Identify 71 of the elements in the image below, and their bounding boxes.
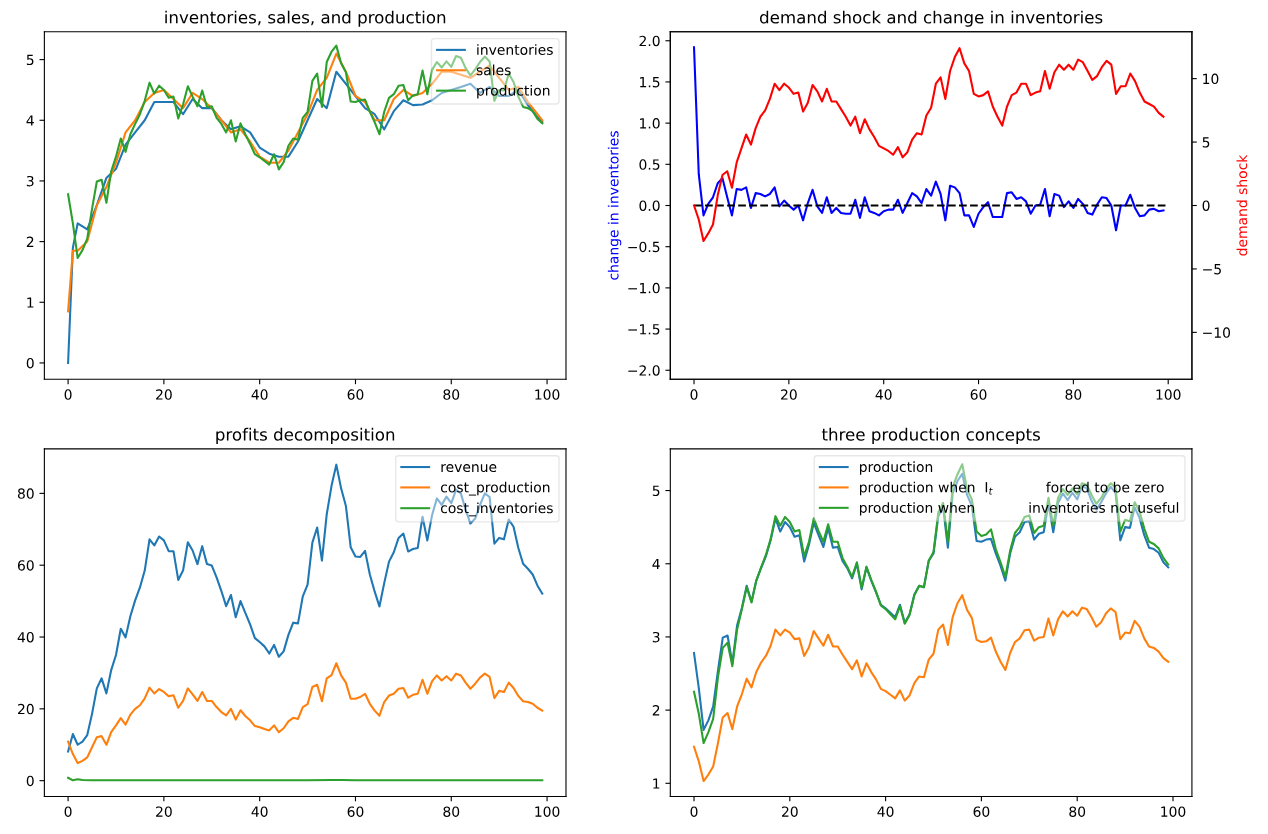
- y2-tick-label: 0: [1202, 200, 1210, 211]
- x-tick-label: 100: [535, 389, 560, 400]
- legend-label: sales: [476, 64, 511, 76]
- chart-title: profits decomposition: [216, 427, 395, 444]
- legend-label: revenue: [441, 464, 497, 473]
- x-tick-label: 60: [347, 389, 364, 400]
- y-tick-label: −1.0: [628, 282, 660, 294]
- y-tick-label: 40: [17, 631, 34, 643]
- y-tick-label: 2.0: [639, 35, 660, 47]
- x-tick-label: 80: [443, 389, 460, 400]
- x-tick-label: 40: [875, 389, 892, 400]
- y-axis-title: change in inventories: [607, 131, 622, 280]
- y-tick-label: −2.0: [628, 365, 660, 376]
- x-tick-label: 60: [973, 806, 990, 817]
- y-tick-label: 5: [652, 485, 660, 497]
- y2-tick-label: 10: [1203, 73, 1219, 85]
- legend-label: production: [859, 461, 933, 475]
- chart-title: three production concepts: [821, 427, 1040, 444]
- legend-label: cost_inventories: [440, 502, 553, 517]
- x-tick-label: 20: [781, 389, 797, 400]
- chart-title: inventories, sales, and production: [165, 10, 446, 27]
- x-tick-label: 100: [535, 806, 560, 817]
- x-tick-label: 0: [64, 806, 72, 817]
- legend-label: cost_production: [440, 481, 550, 496]
- y-tick-label: 2: [26, 236, 34, 247]
- y-tick-label: 80: [17, 488, 34, 499]
- y-tick-label: 5: [26, 54, 34, 66]
- y2-tick-label: −10: [1203, 327, 1231, 338]
- x-tick-label: 20: [156, 389, 172, 400]
- x-tick-label: 20: [156, 806, 172, 817]
- x-tick-label: 60: [970, 389, 987, 400]
- y-tick-label: −0.5: [628, 241, 660, 253]
- y-tick-label: 60: [17, 560, 34, 571]
- y-tick-label: 0: [26, 357, 34, 369]
- x-tick-label: 60: [347, 806, 364, 817]
- x-tick-label: 20: [782, 806, 798, 817]
- x-tick-label: 40: [877, 806, 894, 817]
- y-tick-label: −1.5: [628, 324, 660, 335]
- x-tick-label: 0: [690, 806, 698, 817]
- y-tick-label: 3: [26, 175, 34, 187]
- line-series: [67, 662, 544, 765]
- y-tick-label: 4: [652, 558, 660, 570]
- x-tick-label: 40: [251, 389, 268, 400]
- x-tick-label: 100: [1161, 806, 1186, 817]
- x-tick-label: 40: [251, 806, 268, 817]
- y-tick-label: 0: [26, 775, 34, 787]
- y2-axis-title: demand shock: [1236, 154, 1248, 256]
- legend-label: inventories: [477, 44, 553, 55]
- x-tick-label: 80: [1065, 389, 1082, 400]
- x-tick-label: 100: [1156, 389, 1181, 400]
- legend-label: production when inventories not useful: [859, 502, 1179, 516]
- y2-tick-label: 5: [1202, 137, 1210, 148]
- y-tick-label: 2: [652, 705, 660, 716]
- y2-tick-label: −5: [1203, 264, 1221, 275]
- legend-label: production: [477, 84, 550, 99]
- y-tick-label: 4: [26, 115, 34, 126]
- x-tick-label: 80: [1069, 806, 1086, 817]
- y-tick-label: 1.0: [640, 118, 660, 129]
- text: production when I$_{t}$ forced to be zero: [859, 481, 1164, 496]
- y-tick-label: 20: [18, 703, 34, 715]
- chart-title: demand shock and change in inventories: [759, 10, 1103, 27]
- y-tick-label: 1: [27, 297, 34, 308]
- line-series: [692, 594, 1170, 783]
- x-tick-label: 0: [690, 389, 698, 400]
- x-tick-label: 80: [443, 806, 460, 817]
- y-tick-label: 1: [653, 778, 660, 789]
- y-tick-label: 0.0: [639, 200, 660, 211]
- x-tick-label: 0: [64, 389, 72, 400]
- y-tick-label: 1.5: [640, 77, 660, 88]
- y-tick-label: 0.5: [639, 159, 660, 170]
- y-tick-label: 3: [652, 631, 660, 643]
